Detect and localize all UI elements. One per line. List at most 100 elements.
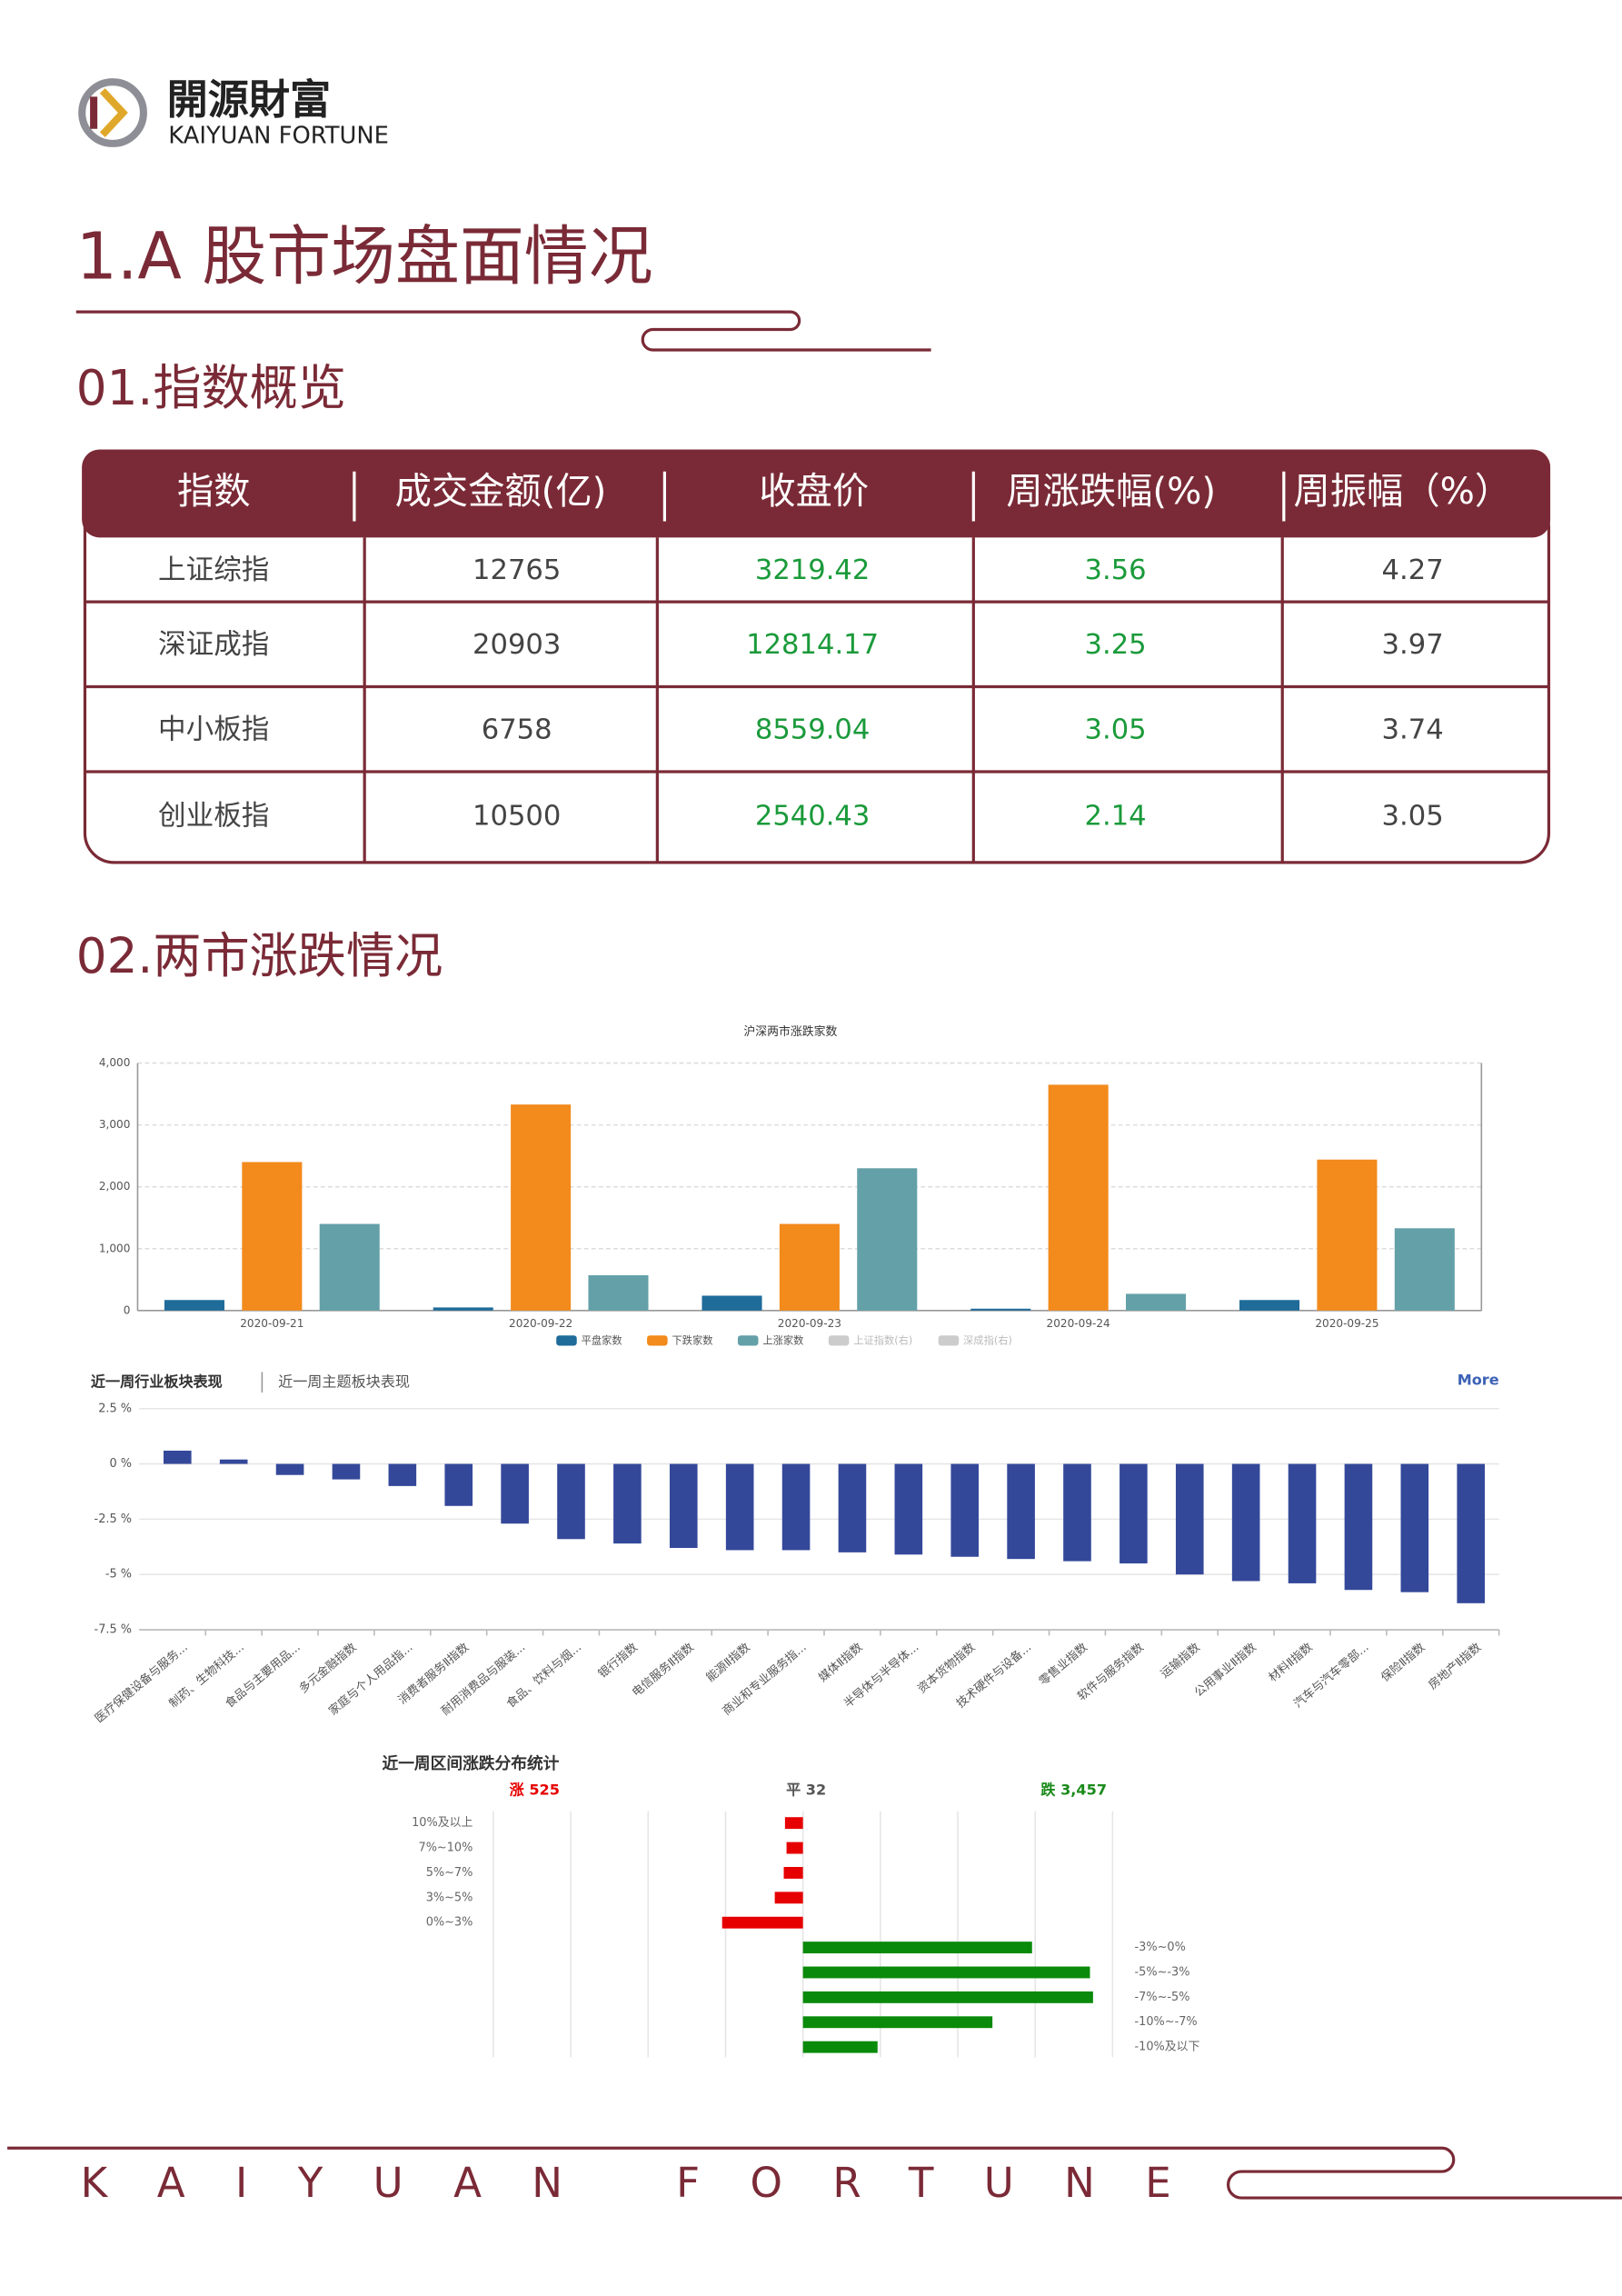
logo-cn: 開源財富: [167, 75, 331, 124]
x-tick-label: 房地产Ⅱ指数: [1426, 1640, 1485, 1692]
bar: [725, 1463, 754, 1551]
bar: [970, 1308, 1031, 1311]
footer-rule: [7, 2146, 1622, 2200]
category-label: 0%~3%: [426, 1916, 473, 1930]
category-label: -5%~-3%: [1135, 1965, 1190, 1979]
bar: [588, 1275, 649, 1311]
table-header-cell: 成交金额(亿): [395, 471, 607, 513]
bar: [1126, 1293, 1187, 1311]
category-label: -3%~0%: [1135, 1941, 1186, 1954]
x-tick-label: 2020-09-25: [1315, 1317, 1378, 1330]
legend-swatch: [556, 1335, 577, 1346]
table-cell: 中小板指: [158, 714, 269, 745]
legend-label: 下跌家数: [672, 1334, 712, 1347]
bar: [388, 1463, 417, 1486]
bar: [1317, 1159, 1378, 1311]
table-cell: 12814.17: [746, 629, 879, 661]
y-tick-label: 2.5 %: [98, 1402, 132, 1415]
bar: [702, 1295, 762, 1311]
table-header-cell: 指数: [177, 471, 251, 513]
x-tick-label: 2020-09-24: [1047, 1317, 1110, 1330]
category-label: -10%及以下: [1135, 2041, 1200, 2054]
bar: [163, 1450, 192, 1464]
bar: [219, 1459, 248, 1464]
x-tick-label: 2020-09-22: [509, 1317, 572, 1330]
table-cell: 2540.43: [755, 800, 871, 832]
y-tick-label: 0: [124, 1303, 131, 1316]
bar: [802, 1991, 1093, 2003]
table-header-cell: 周振幅（%）: [1294, 471, 1512, 513]
bar: [1239, 1300, 1300, 1311]
bar: [557, 1463, 585, 1540]
bar: [894, 1463, 923, 1555]
table-cell: 12765: [473, 554, 561, 586]
bar: [1063, 1463, 1091, 1562]
table-header-cell: 收盘价: [759, 471, 869, 513]
category-label: 10%及以上: [412, 1816, 473, 1830]
x-tick-label: 保险Ⅱ指数: [1378, 1641, 1428, 1685]
bar: [721, 1916, 803, 1929]
table-cell: 创业板指: [158, 800, 269, 832]
more-link[interactable]: More: [1458, 1372, 1499, 1389]
table-header-cell: 周涨跌幅(%): [1006, 471, 1216, 513]
bar: [669, 1463, 698, 1549]
bar: [511, 1104, 572, 1311]
y-tick-label: -2.5 %: [95, 1512, 132, 1526]
category-label: 7%~10%: [419, 1842, 473, 1855]
section-title: 02.两市涨跌情况: [76, 928, 443, 984]
y-tick-label: -5 %: [105, 1568, 132, 1582]
chart-title: 近一周区间涨跌分布统计: [382, 1753, 559, 1773]
bar: [1119, 1463, 1148, 1564]
bar: [433, 1307, 493, 1311]
table-cell: 3.74: [1382, 714, 1444, 745]
summary: 跌 3,457: [1040, 1782, 1107, 1799]
bar: [783, 1866, 803, 1879]
x-tick-label: 银行指数: [596, 1641, 641, 1682]
legend-label: 深成指(右): [963, 1334, 1012, 1347]
logo: [78, 78, 147, 147]
bar: [1175, 1463, 1204, 1575]
x-tick-label: 医疗保健设备与服务...: [92, 1640, 190, 1726]
bar: [802, 2041, 878, 2053]
bar: [802, 1942, 1032, 1954]
x-tick-label: 零售业指数: [1036, 1640, 1090, 1689]
logo-mark: [99, 88, 128, 137]
legend-label: 上涨家数: [762, 1334, 803, 1347]
tab: 近一周行业板块表现: [91, 1373, 223, 1390]
y-tick-label: 1,000: [99, 1242, 131, 1254]
bar: [501, 1463, 529, 1524]
bar: [1457, 1463, 1486, 1603]
bar: [1400, 1463, 1429, 1592]
y-tick-label: 0 %: [109, 1457, 132, 1471]
bar: [779, 1223, 840, 1311]
x-tick-label: 2020-09-23: [778, 1317, 841, 1330]
table-cell: 10500: [473, 800, 561, 832]
bar: [1048, 1084, 1109, 1311]
table-cell: 深证成指: [158, 629, 269, 661]
bar: [838, 1463, 867, 1552]
table-cell: 3.97: [1382, 629, 1444, 661]
bar: [857, 1168, 918, 1311]
bar: [319, 1223, 380, 1311]
legend-swatch: [647, 1335, 668, 1346]
x-tick-label: 媒体Ⅱ指数: [816, 1641, 865, 1685]
x-tick-label: 运输指数: [1158, 1640, 1203, 1681]
category-label: -7%~-5%: [1135, 1991, 1190, 2004]
table-header-fill: [82, 449, 1551, 538]
bar: [613, 1463, 642, 1544]
table-cell: 3219.42: [755, 554, 871, 586]
y-tick-label: 3,000: [99, 1118, 131, 1131]
table-cell: 8559.04: [755, 714, 871, 745]
chart-title: 沪深两市涨跌家数: [743, 1024, 837, 1039]
tab[interactable]: 近一周主题板块表现: [278, 1373, 410, 1390]
y-tick-label: 4,000: [99, 1056, 131, 1069]
table: 指数 成交金额(亿) 收盘价 周涨跌幅(%) 周振幅（%） 上证综指 12765 3219.4…: [85, 471, 1549, 863]
charts: 沪深两市涨跌家数 0 1,000 2,000 3,000 4,000 2020-09-21 2…: [91, 1024, 1500, 2058]
bar: [444, 1463, 473, 1506]
summary: 平 32: [786, 1782, 826, 1799]
table-cell: 4.27: [1382, 554, 1444, 586]
bar: [275, 1463, 304, 1475]
category-label: 5%~7%: [426, 1866, 473, 1880]
table-cell: 20903: [473, 629, 561, 661]
